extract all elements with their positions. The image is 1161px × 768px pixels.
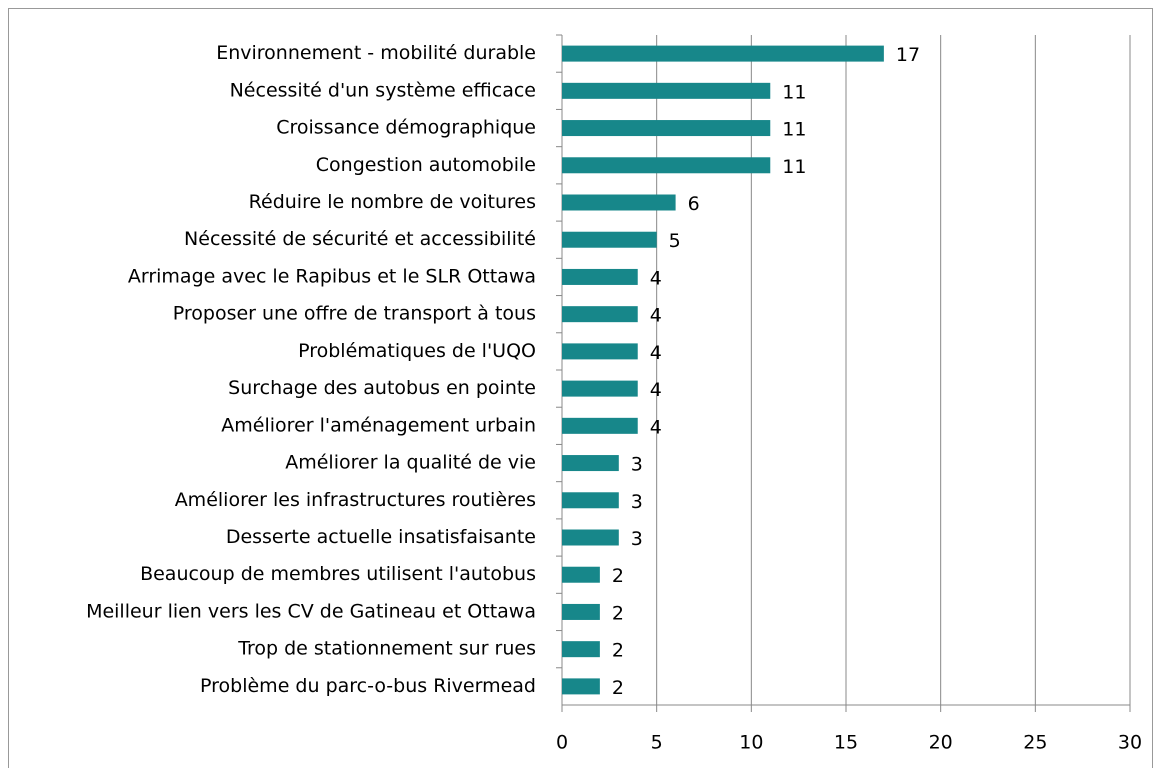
- bar: [562, 194, 676, 211]
- y-tick-label: Surchage des autobus en pointe: [228, 377, 536, 399]
- y-tick-label: Nécessité d'un système efficace: [230, 79, 536, 101]
- bar: [562, 380, 638, 397]
- data-label: 2: [612, 640, 624, 662]
- data-label: 11: [782, 81, 806, 103]
- y-tick-label: Arrimage avec le Rapibus et le SLR Ottaw…: [128, 265, 536, 287]
- y-tick-label: Problème du parc-o-bus Rivermead: [200, 675, 536, 697]
- y-tick-label: Améliorer les infrastructures routières: [175, 489, 536, 511]
- bar: [562, 268, 638, 285]
- bar: [562, 120, 771, 137]
- bar: [562, 417, 638, 434]
- bar: [562, 603, 600, 620]
- data-label: 4: [650, 379, 662, 401]
- y-tick-label: Beaucoup de membres utilisent l'autobus: [140, 563, 536, 585]
- y-tick-label: Nécessité de sécurité et accessibilité: [184, 228, 536, 250]
- data-label: 11: [782, 156, 806, 178]
- data-label: 17: [896, 44, 920, 66]
- x-tick-label: 15: [834, 732, 858, 754]
- bar: [562, 529, 619, 546]
- y-tick-label: Environnement - mobilité durable: [216, 42, 536, 64]
- x-tick-label: 5: [651, 732, 663, 754]
- data-label: 3: [631, 491, 643, 513]
- x-tick-label: 0: [556, 732, 568, 754]
- x-tick-label: 10: [739, 732, 763, 754]
- data-label: 2: [612, 565, 624, 587]
- data-label: 2: [612, 677, 624, 699]
- bar: [562, 343, 638, 360]
- bar: [562, 566, 600, 583]
- y-tick-label: Trop de stationnement sur rues: [237, 638, 536, 660]
- data-label: 6: [688, 193, 700, 215]
- bar: [562, 45, 884, 62]
- bar: [562, 231, 657, 248]
- data-label: 4: [650, 267, 662, 289]
- bar: [562, 455, 619, 472]
- y-tick-label: Améliorer la qualité de vie: [285, 452, 536, 474]
- data-label: 11: [782, 119, 806, 141]
- data-label: 3: [631, 454, 643, 476]
- data-label: 4: [650, 305, 662, 327]
- x-tick-label: 30: [1118, 732, 1142, 754]
- data-label: 2: [612, 602, 624, 624]
- data-label: 4: [650, 342, 662, 364]
- y-tick-label: Problématiques de l'UQO: [298, 340, 536, 362]
- y-tick-label: Améliorer l'aménagement urbain: [221, 414, 536, 436]
- bar: [562, 492, 619, 509]
- x-tick-label: 25: [1023, 732, 1047, 754]
- bar: [562, 641, 600, 658]
- data-label: 5: [669, 230, 681, 252]
- x-tick-label: 20: [929, 732, 953, 754]
- y-tick-label: Desserte actuelle insatisfaisante: [226, 526, 536, 548]
- bar: [562, 157, 771, 174]
- y-tick-label: Meilleur lien vers les CV de Gatineau et…: [86, 600, 536, 622]
- data-label: 3: [631, 528, 643, 550]
- y-tick-label: Proposer une offre de transport à tous: [173, 303, 536, 325]
- data-label: 4: [650, 416, 662, 438]
- bar: [562, 82, 771, 99]
- chart-frame: [8, 8, 1153, 768]
- bar: [562, 678, 600, 695]
- y-tick-label: Croissance démographique: [276, 117, 536, 139]
- y-tick-label: Réduire le nombre de voitures: [249, 191, 536, 213]
- y-tick-label: Congestion automobile: [316, 154, 536, 176]
- bar: [562, 306, 638, 323]
